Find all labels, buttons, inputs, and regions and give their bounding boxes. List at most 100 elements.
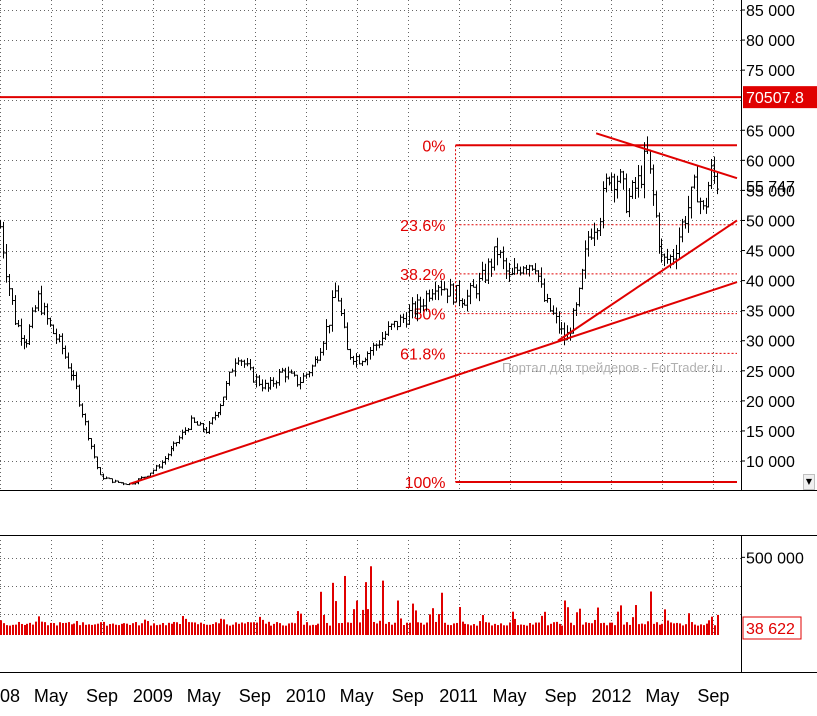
volume-bar xyxy=(403,625,405,635)
volume-bar xyxy=(173,621,175,635)
volume-bar xyxy=(547,625,549,635)
volume-bar xyxy=(244,623,246,635)
volume-bar xyxy=(62,623,64,635)
volume-bar xyxy=(629,624,631,635)
volume-bar xyxy=(667,620,669,635)
volume-bar xyxy=(106,625,108,635)
volume-bar xyxy=(415,610,417,635)
volume-bar xyxy=(379,620,381,635)
volume-bar xyxy=(312,624,314,635)
volume-bar xyxy=(591,623,593,635)
volume-bar xyxy=(185,618,187,635)
volume-bar xyxy=(326,622,328,635)
volume-bar xyxy=(71,624,73,635)
volume-bar xyxy=(362,609,364,635)
volume-bar xyxy=(388,622,390,635)
volume-bar xyxy=(168,622,170,635)
price-axis-label: 35 000 xyxy=(746,304,795,321)
time-axis-label: May xyxy=(34,686,68,706)
volume-bar xyxy=(356,600,358,635)
time-axis-label: 2008 xyxy=(0,686,20,706)
volume-bar xyxy=(541,615,543,635)
volume-bar xyxy=(447,624,449,635)
volume-bar xyxy=(600,623,602,635)
price-axis-label: 25 000 xyxy=(746,364,795,381)
volume-bar xyxy=(229,625,231,635)
volume-bar xyxy=(188,622,190,635)
volume-bar xyxy=(329,625,331,635)
trendline xyxy=(129,281,738,485)
time-axis-label: Sep xyxy=(392,686,424,706)
volume-bar xyxy=(488,622,490,635)
volume-bar xyxy=(297,611,299,635)
scroll-down-button[interactable]: ▼ xyxy=(803,474,815,490)
volume-bar xyxy=(262,619,264,635)
volume-bar xyxy=(462,621,464,635)
reference-value-label: 70507.8 xyxy=(746,90,804,107)
volume-bar xyxy=(53,623,55,635)
volume-bar xyxy=(635,605,637,635)
volume-bar xyxy=(235,622,237,635)
time-axis-label: Sep xyxy=(545,686,577,706)
volume-bar xyxy=(706,623,708,635)
volume-bar xyxy=(717,614,719,635)
volume-bar xyxy=(109,624,111,635)
volume-bar xyxy=(365,582,367,635)
volume-bar xyxy=(241,622,243,635)
volume-bar xyxy=(118,625,120,635)
volume-bar xyxy=(0,620,2,635)
volume-bar xyxy=(429,614,431,635)
volume-bar xyxy=(659,624,661,635)
volume-bar xyxy=(632,617,634,635)
volume-bar xyxy=(88,624,90,635)
volume-bar xyxy=(97,623,99,635)
volume-bar xyxy=(103,621,105,635)
volume-bar xyxy=(432,608,434,635)
time-axis-label: May xyxy=(492,686,526,706)
volume-bar xyxy=(367,609,369,635)
volume-bar xyxy=(444,622,446,635)
volume-bar xyxy=(514,618,516,635)
volume-bar xyxy=(123,623,125,635)
volume-bar xyxy=(18,621,20,635)
volume-bar xyxy=(141,623,143,635)
time-axis-label: May xyxy=(340,686,374,706)
volume-bar xyxy=(450,625,452,635)
volume-bar xyxy=(38,616,40,635)
volume-bar xyxy=(453,623,455,635)
volume-bar xyxy=(456,622,458,635)
price-axis-label: 20 000 xyxy=(746,394,795,411)
volume-bar xyxy=(409,622,411,635)
volume-bar xyxy=(50,622,52,635)
price-axis-label: 30 000 xyxy=(746,334,795,351)
volume-bar xyxy=(573,625,575,635)
volume-bar xyxy=(35,621,37,635)
volume-bar xyxy=(656,622,658,635)
time-axis-label: 2012 xyxy=(591,686,631,706)
volume-bar xyxy=(294,623,296,635)
volume-bar xyxy=(24,624,26,635)
price-axis-label: 80 000 xyxy=(746,33,795,50)
volume-axis-labels: 500 000 38 622 xyxy=(741,550,804,640)
volume-bar xyxy=(423,624,425,635)
volume-bar xyxy=(341,622,343,635)
volume-bar xyxy=(391,624,393,635)
volume-bar xyxy=(376,623,378,635)
time-axis-label: Sep xyxy=(86,686,118,706)
volume-bar xyxy=(323,614,325,635)
volume-bar xyxy=(200,622,202,635)
volume-bars xyxy=(0,566,719,635)
volume-bar xyxy=(303,624,305,635)
price-axis-labels: 10 000 15 000 20 000 25 000 30 000 35 000 40 0… xyxy=(741,3,795,471)
volume-bar xyxy=(317,623,319,635)
volume-bar xyxy=(523,624,525,635)
volume-bar xyxy=(121,623,123,635)
fib-level-label: 0% xyxy=(422,138,445,155)
volume-bar xyxy=(676,622,678,635)
volume-bar xyxy=(373,621,375,635)
volume-last-badge xyxy=(742,616,802,640)
volume-bar xyxy=(512,611,514,635)
volume-bar xyxy=(347,622,349,635)
volume-bar xyxy=(670,622,672,635)
volume-bar xyxy=(29,622,31,635)
